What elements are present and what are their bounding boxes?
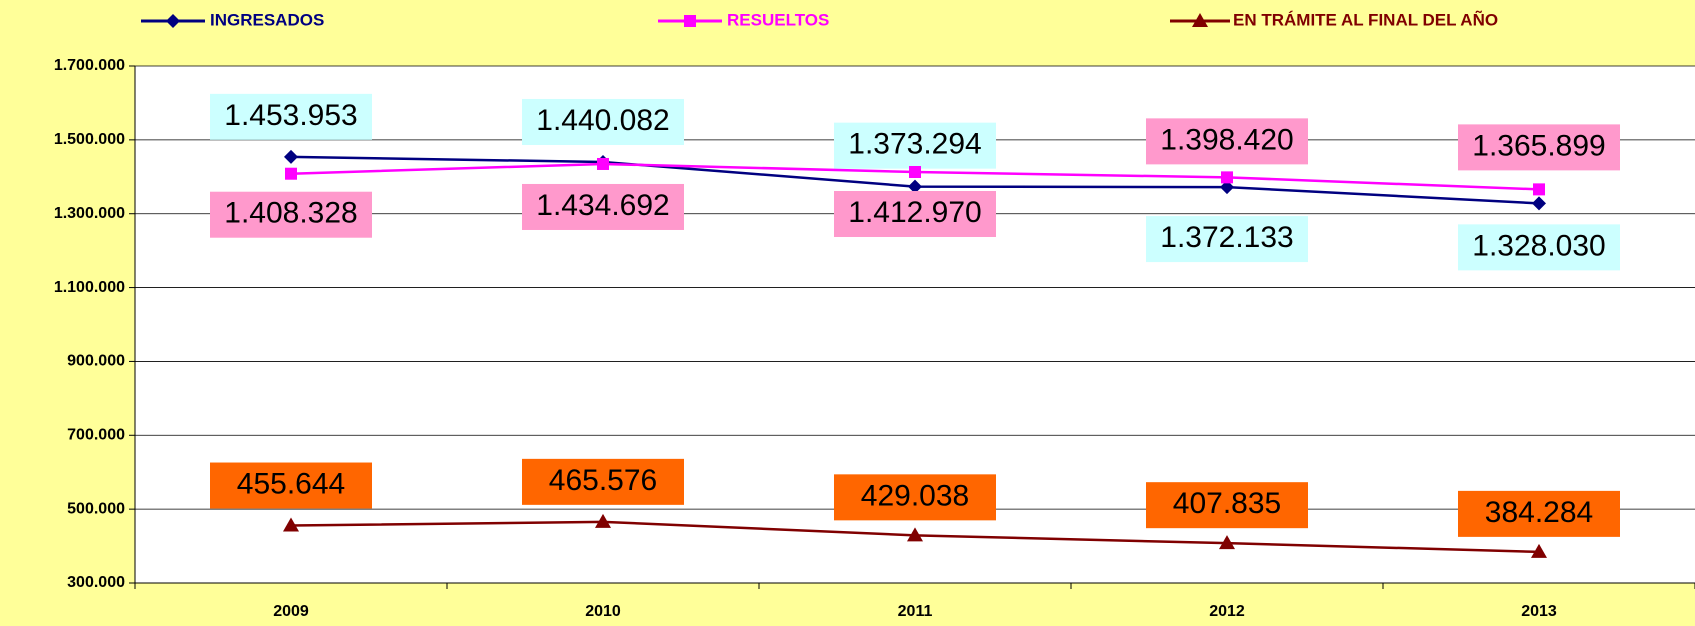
data-label: 429.038 (861, 479, 969, 512)
data-label-box (210, 191, 372, 238)
y-tick-label: 300.000 (67, 574, 125, 591)
data-point (1219, 535, 1235, 550)
y-tick-label: 1.700.000 (54, 57, 125, 74)
data-label: 455.644 (237, 467, 345, 500)
data-point (595, 513, 611, 528)
data-point (284, 149, 298, 164)
data-label-box (210, 462, 372, 509)
data-label-box (210, 93, 372, 140)
data-label-box (522, 98, 684, 145)
data-label: 1.398.420 (1160, 123, 1293, 156)
legend-marker (684, 15, 696, 27)
data-label: 1.328.030 (1472, 229, 1605, 262)
data-label-box (522, 183, 684, 230)
x-tick-label: 2011 (898, 603, 933, 620)
data-point (1533, 183, 1545, 196)
y-tick-label: 700.000 (67, 427, 125, 444)
data-point (283, 517, 299, 532)
data-label: 1.408.328 (224, 197, 357, 230)
data-label: 1.440.082 (536, 104, 669, 137)
data-point (908, 179, 922, 194)
data-label: 1.372.133 (1160, 221, 1293, 254)
y-tick-label: 900.000 (67, 353, 125, 370)
data-label: 1.373.294 (848, 128, 981, 161)
data-point (1532, 196, 1546, 211)
data-point (285, 167, 297, 180)
data-label: 1.434.692 (536, 189, 669, 222)
data-label-box (1458, 124, 1620, 171)
data-point (907, 527, 923, 542)
data-label: 465.576 (549, 464, 657, 497)
legend-label: INGRESADOS (210, 10, 324, 29)
data-label-box (1146, 118, 1308, 165)
data-label: 1.412.970 (848, 196, 981, 229)
data-label-box (1458, 224, 1620, 271)
y-tick-label: 1.100.000 (54, 279, 125, 296)
y-tick-label: 500.000 (67, 500, 125, 517)
legend-marker (1192, 13, 1208, 27)
y-tick-label: 1.500.000 (54, 131, 125, 148)
data-point (1220, 180, 1234, 195)
data-point (1221, 171, 1233, 184)
data-label: 407.835 (1173, 487, 1281, 520)
data-label-box (834, 190, 996, 237)
x-tick-label: 2013 (1521, 603, 1557, 620)
data-label: 1.365.899 (1472, 129, 1605, 162)
x-tick-label: 2012 (1209, 603, 1245, 620)
data-label-box (1458, 490, 1620, 537)
data-label-box (1146, 216, 1308, 263)
legend-marker (166, 14, 180, 28)
data-label: 384.284 (1485, 496, 1593, 529)
data-label-box (834, 474, 996, 521)
data-label: 1.453.953 (224, 99, 357, 132)
data-label-box (834, 122, 996, 169)
legend-label: EN TRÁMITE AL FINAL DEL AÑO (1233, 9, 1498, 29)
legend-label: RESUELTOS (727, 10, 829, 29)
data-point (909, 165, 921, 178)
y-tick-label: 1.300.000 (54, 205, 125, 222)
x-tick-label: 2010 (585, 603, 621, 620)
data-label-box (1146, 482, 1308, 529)
data-point (597, 157, 609, 170)
data-point (1531, 543, 1547, 558)
x-tick-label: 2009 (273, 603, 309, 620)
data-label-box (522, 458, 684, 505)
